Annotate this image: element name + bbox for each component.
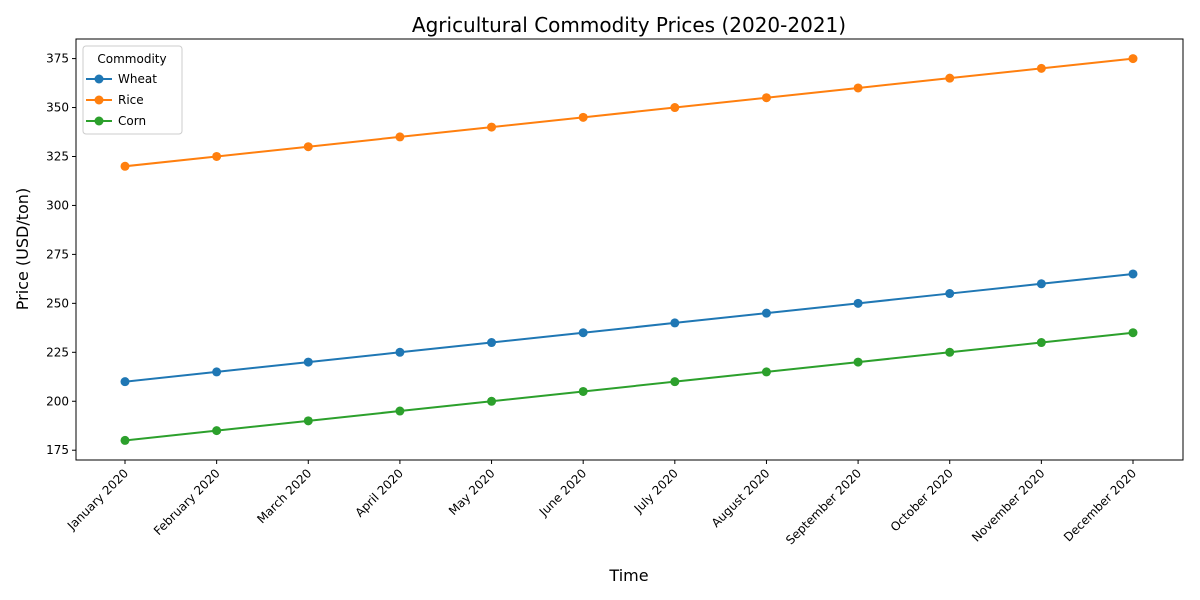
y-axis: 175 200 225 250 275 300 325 350 375	[46, 52, 76, 457]
data-point-wheat	[212, 367, 222, 377]
legend-marker-wheat	[94, 74, 104, 84]
data-point-rice	[670, 103, 680, 113]
x-tick-label: November 2020	[969, 466, 1047, 544]
series-line-corn	[124, 331, 1134, 442]
x-tick-label: June 2020	[536, 466, 589, 519]
data-point-corn	[212, 426, 222, 436]
data-point-wheat	[761, 308, 771, 318]
x-tick-label: May 2020	[446, 466, 498, 518]
data-point-wheat	[1036, 279, 1046, 289]
x-tick-label: July 2020	[631, 466, 681, 516]
y-tick-label: 175	[46, 443, 69, 457]
legend-label-wheat: Wheat	[118, 72, 157, 86]
data-point-rice	[212, 151, 222, 161]
plot-frame	[75, 38, 1184, 461]
x-tick-label: March 2020	[254, 466, 314, 526]
data-point-wheat	[487, 338, 497, 348]
y-tick-label: 375	[46, 52, 69, 66]
data-point-rice	[303, 142, 313, 152]
data-point-wheat	[578, 328, 588, 338]
x-tick-label: October 2020	[888, 466, 956, 534]
y-axis-label: Price (USD/ton)	[13, 188, 32, 310]
x-tick-label: September 2020	[783, 466, 864, 547]
data-point-rice	[1036, 63, 1046, 73]
data-point-corn	[945, 347, 955, 357]
y-tick-label: 250	[46, 296, 69, 310]
data-point-wheat	[670, 318, 680, 328]
x-axis-label: Time	[608, 566, 648, 585]
x-tick-label: April 2020	[352, 466, 406, 520]
data-point-corn	[487, 396, 497, 406]
data-point-rice	[853, 83, 863, 93]
y-tick-label: 300	[46, 198, 69, 212]
chart-title: Agricultural Commodity Prices (2020-2021…	[412, 13, 846, 37]
data-point-wheat	[1128, 269, 1138, 279]
legend: Commodity Wheat Rice Corn	[82, 45, 183, 135]
data-point-wheat	[395, 347, 405, 357]
series-line-wheat	[124, 272, 1134, 383]
legend-marker-corn	[94, 116, 104, 126]
y-tick-label: 350	[46, 101, 69, 115]
data-point-corn	[853, 357, 863, 367]
data-point-wheat	[945, 289, 955, 299]
data-point-rice	[1128, 54, 1138, 64]
data-point-corn	[395, 406, 405, 416]
data-point-wheat	[853, 298, 863, 308]
data-point-corn	[1128, 328, 1138, 338]
data-point-wheat	[303, 357, 313, 367]
data-point-rice	[578, 112, 588, 122]
series-line-rice	[124, 57, 1134, 168]
legend-box	[82, 45, 183, 135]
data-point-rice	[487, 122, 497, 132]
x-tick-label: February 2020	[151, 466, 223, 538]
legend-title: Commodity	[97, 52, 166, 66]
data-point-corn	[761, 367, 771, 377]
x-tick-label: August 2020	[709, 466, 773, 530]
legend-marker-rice	[94, 95, 104, 105]
y-tick-label: 225	[46, 345, 69, 359]
y-tick-label: 200	[46, 394, 69, 408]
data-point-rice	[395, 132, 405, 142]
data-point-rice	[761, 93, 771, 103]
data-point-corn	[303, 416, 313, 426]
data-point-rice	[120, 161, 130, 171]
series-layer	[120, 54, 1138, 445]
y-tick-label: 325	[46, 149, 69, 163]
data-point-rice	[945, 73, 955, 83]
x-tick-label: December 2020	[1061, 466, 1139, 544]
data-point-corn	[120, 435, 130, 445]
legend-label-rice: Rice	[118, 93, 144, 107]
data-point-corn	[578, 386, 588, 396]
data-point-corn	[670, 377, 680, 387]
data-point-wheat	[120, 377, 130, 387]
x-axis: January 2020 February 2020 March 2020 April…	[64, 460, 1139, 547]
legend-label-corn: Corn	[118, 114, 146, 128]
y-tick-label: 275	[46, 247, 69, 261]
x-tick-label: January 2020	[64, 466, 131, 533]
data-point-corn	[1036, 338, 1046, 348]
